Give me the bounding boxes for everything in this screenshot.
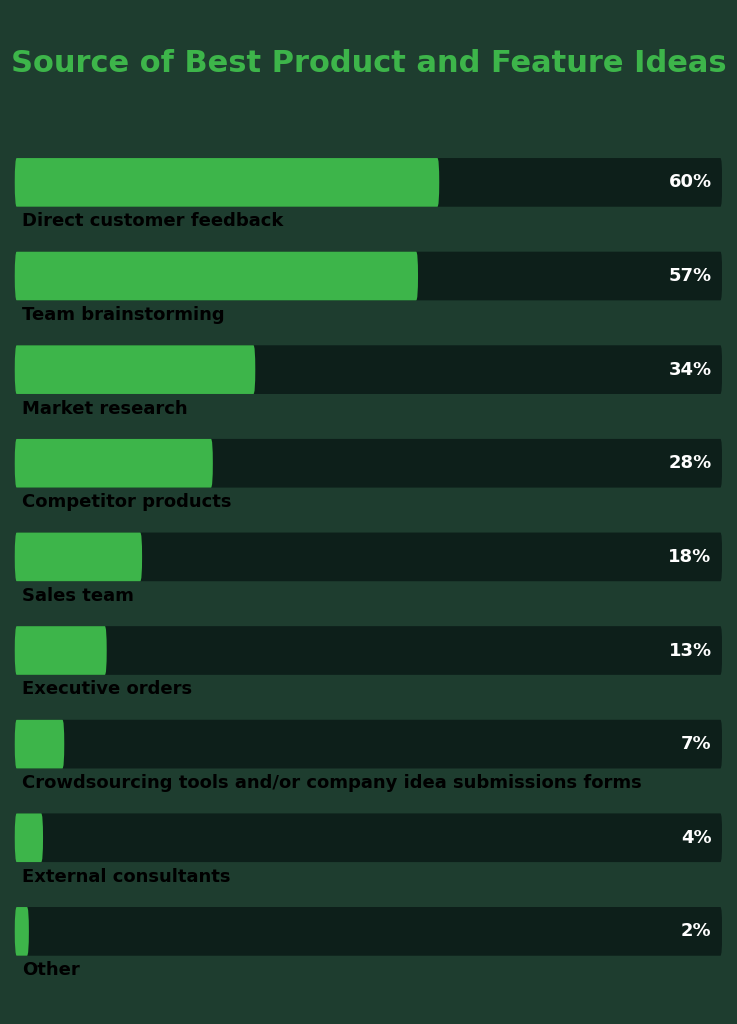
Text: 4%: 4%	[681, 828, 712, 847]
Text: 34%: 34%	[668, 360, 712, 379]
FancyBboxPatch shape	[15, 532, 142, 582]
FancyBboxPatch shape	[15, 626, 722, 675]
FancyBboxPatch shape	[15, 532, 722, 582]
FancyBboxPatch shape	[15, 907, 29, 955]
Text: Executive orders: Executive orders	[22, 681, 192, 698]
Text: 18%: 18%	[668, 548, 712, 566]
Text: 60%: 60%	[668, 173, 712, 191]
FancyBboxPatch shape	[15, 252, 722, 300]
FancyBboxPatch shape	[15, 626, 107, 675]
Text: 13%: 13%	[668, 641, 712, 659]
FancyBboxPatch shape	[15, 439, 213, 487]
Text: Market research: Market research	[22, 399, 187, 418]
Text: Source of Best Product and Feature Ideas: Source of Best Product and Feature Ideas	[11, 49, 726, 78]
Text: 28%: 28%	[668, 455, 712, 472]
FancyBboxPatch shape	[15, 252, 418, 300]
FancyBboxPatch shape	[15, 158, 722, 207]
Text: External consultants: External consultants	[22, 867, 231, 886]
Text: 2%: 2%	[681, 923, 712, 940]
FancyBboxPatch shape	[15, 345, 255, 394]
Text: Competitor products: Competitor products	[22, 494, 231, 511]
FancyBboxPatch shape	[15, 720, 64, 768]
Text: 7%: 7%	[681, 735, 712, 753]
FancyBboxPatch shape	[15, 345, 722, 394]
Text: 57%: 57%	[668, 267, 712, 285]
FancyBboxPatch shape	[15, 907, 722, 955]
FancyBboxPatch shape	[15, 158, 439, 207]
FancyBboxPatch shape	[15, 439, 722, 487]
FancyBboxPatch shape	[15, 720, 722, 768]
Text: Sales team: Sales team	[22, 587, 133, 605]
FancyBboxPatch shape	[15, 813, 722, 862]
Text: Team brainstorming: Team brainstorming	[22, 306, 225, 324]
Text: Crowdsourcing tools and/or company idea submissions forms: Crowdsourcing tools and/or company idea …	[22, 774, 642, 793]
FancyBboxPatch shape	[15, 813, 43, 862]
Text: Other: Other	[22, 962, 80, 979]
Text: Direct customer feedback: Direct customer feedback	[22, 212, 283, 230]
